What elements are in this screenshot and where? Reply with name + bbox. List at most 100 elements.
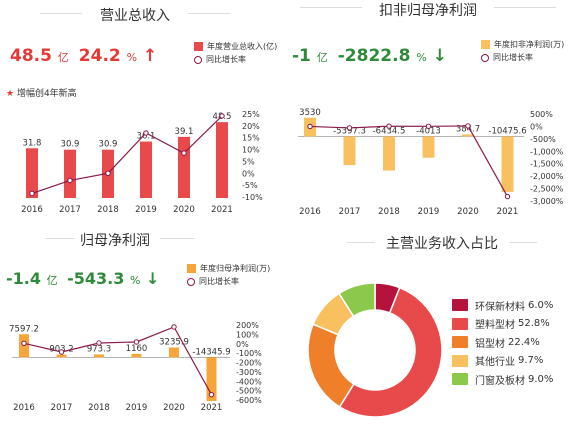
bar bbox=[462, 134, 474, 137]
y2-tick-label: -100% bbox=[236, 349, 262, 358]
growth-line bbox=[23, 326, 213, 395]
y2-tick-label: -1,500% bbox=[530, 160, 564, 169]
bar bbox=[94, 354, 104, 358]
legend-bar-swatch bbox=[187, 264, 196, 273]
y2-tick-label: 0% bbox=[530, 122, 543, 131]
netprofit-legend: 年度归母净利润(万) 同比增长率 bbox=[187, 262, 270, 288]
pie-legend-swatch bbox=[452, 317, 468, 330]
growth-line bbox=[309, 125, 509, 197]
growth-point bbox=[171, 324, 177, 330]
pie-legend-label: 铝型材 bbox=[475, 338, 505, 350]
y2-tick-label: -1,000% bbox=[530, 147, 564, 156]
up-arrow-icon: ↑ bbox=[143, 46, 158, 66]
pie-legend-item: 铝型材 22.4% bbox=[452, 333, 553, 352]
donut-slice bbox=[338, 282, 376, 318]
x-tick-label: 2018 bbox=[378, 207, 400, 217]
revenue-kpi: 48.5 亿 24.2 % ↑ bbox=[10, 46, 157, 66]
down-arrow-icon: ↓ bbox=[432, 46, 447, 66]
data-label: -5397.3 bbox=[333, 126, 366, 136]
data-label: 30.9 bbox=[99, 140, 118, 150]
x-tick-label: 2019 bbox=[135, 205, 157, 215]
data-label: 31.8 bbox=[23, 138, 42, 148]
legend-line-label: 同比增长率 bbox=[199, 277, 239, 286]
y2-tick-label: -300% bbox=[236, 368, 262, 377]
y2-tick-label: -5% bbox=[242, 181, 258, 190]
legend-line-marker bbox=[481, 53, 489, 62]
nonrecurring-chart: 3530 -5397.3 -6434.5 -4013 384.7 -10475.6 2016… bbox=[298, 108, 564, 217]
legend-bar-label: 年度归母净利润(万) bbox=[200, 264, 271, 273]
growth-point bbox=[181, 150, 187, 156]
y2-tick-label: 200% bbox=[236, 321, 259, 330]
x-tick-label: 2016 bbox=[21, 205, 43, 215]
pie-legend-item: 门窗及板材 9.0% bbox=[452, 370, 553, 389]
revenue-kpi-pct: 24.2 bbox=[78, 46, 121, 66]
growth-point bbox=[29, 190, 35, 197]
bar bbox=[206, 357, 217, 401]
data-label: -14345.9 bbox=[192, 347, 230, 357]
y2-tick-label: -400% bbox=[236, 377, 262, 386]
revenue-title: 营业总收入 bbox=[100, 8, 170, 24]
legend-bar-label: 年度扣非净利润(万) bbox=[494, 40, 565, 49]
business-legend: 环保新材料 6.0% 塑料型材 52.8% 铝型材 22.4% 其他行业 9.7% 门窗… bbox=[452, 296, 553, 389]
nonrecurring-kpi: -1 亿 -2822.8 % ↓ bbox=[292, 46, 447, 66]
bar bbox=[422, 136, 435, 158]
pie-legend-label: 门窗及板材 bbox=[475, 375, 525, 387]
x-tick-label: 2019 bbox=[126, 403, 148, 413]
revenue-chart: 31.830.930.936.139.148.52016201720182019… bbox=[21, 110, 263, 215]
netprofit-title: 归母净利润 bbox=[80, 233, 150, 249]
y2-tick-label: -500% bbox=[236, 387, 262, 396]
x-tick-label: 2020 bbox=[163, 403, 185, 413]
revenue-legend: 年度营业总收入(亿) 同比增长率 bbox=[194, 40, 277, 66]
star-icon: ★ bbox=[6, 89, 15, 99]
x-tick-label: 2017 bbox=[51, 403, 73, 413]
x-tick-label: 2020 bbox=[457, 207, 479, 217]
pie-legend-swatch bbox=[452, 299, 468, 312]
bar bbox=[343, 136, 356, 166]
data-label: 3530 bbox=[299, 108, 321, 118]
y2-tick-label: -2,500% bbox=[530, 185, 564, 194]
title-line-left bbox=[45, 238, 75, 239]
legend-bar-label: 年度营业总收入(亿) bbox=[207, 42, 278, 51]
growth-point bbox=[425, 123, 432, 130]
x-tick-label: 2021 bbox=[201, 403, 223, 413]
bar bbox=[501, 136, 514, 192]
data-label: 7597.2 bbox=[9, 324, 39, 334]
growth-point bbox=[208, 391, 215, 398]
x-tick-label: 2018 bbox=[97, 205, 119, 215]
pie-legend-label: 塑料型材 bbox=[475, 320, 515, 332]
y2-tick-label: -10% bbox=[242, 193, 263, 202]
pie-legend-value: 52.8% bbox=[518, 318, 550, 330]
x-tick-label: 2020 bbox=[173, 205, 195, 215]
title-line-right bbox=[494, 7, 556, 8]
data-label: -6434.5 bbox=[373, 126, 406, 136]
title-line-right bbox=[509, 242, 537, 243]
y2-tick-label: -200% bbox=[236, 359, 262, 368]
legend-line-marker bbox=[187, 277, 195, 286]
legend-bar-swatch bbox=[194, 42, 203, 51]
y2-tick-label: -2,000% bbox=[530, 172, 564, 181]
legend-line-label: 同比增长率 bbox=[493, 53, 533, 62]
revenue-kpi-pct-unit: % bbox=[126, 51, 138, 64]
growth-point bbox=[386, 123, 392, 129]
x-tick-label: 2017 bbox=[339, 207, 361, 217]
data-label: 3235.9 bbox=[159, 338, 189, 348]
title-line-right bbox=[160, 238, 195, 239]
bar bbox=[140, 141, 152, 198]
netprofit-kpi: -1.4 亿 -543.3 % ↓ bbox=[6, 269, 159, 288]
bar bbox=[64, 149, 76, 198]
bar bbox=[26, 148, 38, 198]
bar bbox=[56, 354, 67, 358]
pie-legend-swatch bbox=[452, 336, 468, 349]
revenue-note-text: 增幅创4年新高 bbox=[16, 89, 77, 99]
y2-tick-label: 10% bbox=[242, 146, 260, 155]
pie-legend-swatch bbox=[452, 354, 468, 367]
growth-point bbox=[307, 123, 313, 130]
y2-tick-label: 0% bbox=[236, 340, 249, 349]
revenue-kpi-unit: 亿 bbox=[57, 51, 69, 64]
donut-slice bbox=[338, 286, 443, 418]
business-title: 主营业务收入占比 bbox=[386, 236, 498, 252]
y2-tick-label: 25% bbox=[242, 110, 260, 119]
netprofit-chart: 7597.2903.2973.311603235.9-14345.9201620… bbox=[9, 321, 262, 413]
bar bbox=[131, 353, 142, 358]
bar bbox=[216, 122, 228, 198]
